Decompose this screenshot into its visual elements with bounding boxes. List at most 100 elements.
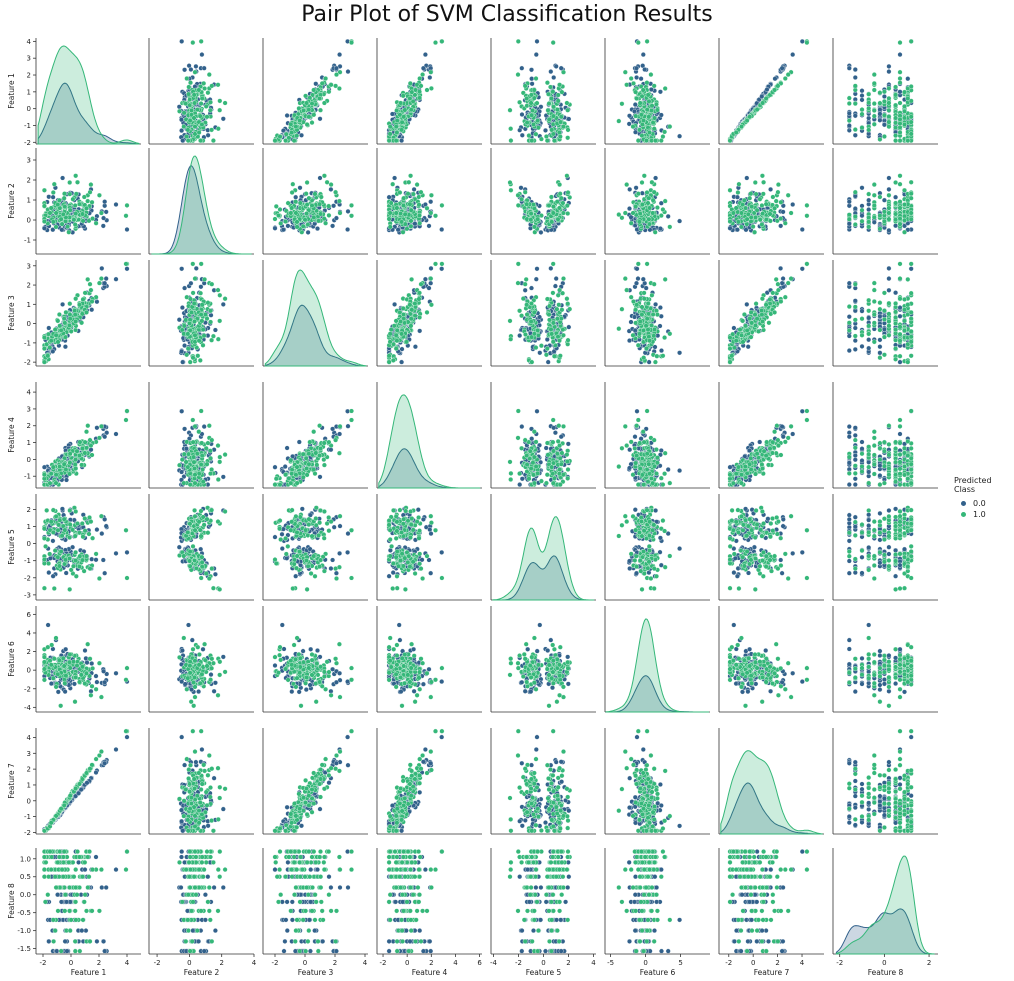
point-class-1 — [408, 173, 414, 179]
point-class-1 — [775, 182, 781, 188]
point-class-1 — [546, 116, 552, 122]
point-class-0 — [566, 116, 572, 122]
point-class-1 — [407, 201, 413, 207]
point-class-1 — [897, 138, 903, 144]
point-class-1 — [192, 339, 198, 345]
point-class-1 — [753, 191, 759, 197]
point-class-1 — [739, 124, 744, 130]
point-class-1 — [550, 204, 556, 210]
point-class-1 — [893, 125, 899, 131]
point-class-0 — [553, 63, 559, 69]
point-class-1 — [908, 84, 914, 89]
point-class-1 — [622, 69, 628, 75]
point-class-1 — [908, 131, 914, 137]
point-class-0 — [533, 52, 539, 58]
point-class-1 — [272, 138, 278, 144]
point-class-1 — [886, 205, 892, 211]
point-class-0 — [113, 202, 119, 207]
point-class-1 — [782, 76, 788, 81]
point-class-1 — [398, 100, 404, 106]
point-class-1 — [81, 194, 87, 200]
point-class-1 — [557, 82, 563, 88]
point-class-1 — [190, 290, 196, 296]
point-class-0 — [871, 219, 877, 225]
point-class-0 — [846, 123, 852, 129]
point-class-0 — [790, 52, 796, 58]
point-class-1 — [638, 112, 644, 118]
point-class-1 — [301, 108, 307, 113]
point-class-1 — [555, 98, 561, 104]
point-class-1 — [515, 280, 521, 286]
point-class-1 — [41, 219, 47, 224]
point-class-1 — [393, 332, 399, 338]
subplot-3-6 — [604, 260, 710, 367]
point-class-1 — [556, 302, 562, 308]
point-class-1 — [272, 216, 278, 222]
point-class-1 — [886, 107, 892, 113]
point-class-0 — [653, 301, 659, 307]
point-class-1 — [902, 122, 907, 127]
point-class-1 — [528, 92, 534, 98]
point-class-0 — [551, 75, 557, 80]
point-class-1 — [80, 211, 85, 217]
point-class-1 — [564, 100, 570, 106]
point-class-0 — [852, 206, 858, 212]
point-class-1 — [393, 346, 399, 352]
point-class-0 — [103, 209, 109, 215]
point-class-1 — [902, 89, 907, 95]
point-class-0 — [102, 203, 108, 209]
point-class-1 — [550, 290, 556, 296]
point-class-1 — [85, 198, 91, 204]
point-class-0 — [345, 208, 351, 214]
point-class-1 — [846, 95, 852, 101]
point-class-1 — [531, 331, 537, 337]
point-class-1 — [538, 136, 544, 142]
point-class-1 — [191, 115, 197, 121]
point-class-1 — [902, 213, 907, 219]
point-class-1 — [192, 124, 198, 130]
point-class-1 — [55, 318, 61, 324]
point-class-1 — [740, 202, 746, 208]
point-class-1 — [549, 219, 555, 225]
point-class-1 — [524, 120, 530, 126]
point-class-1 — [548, 95, 554, 101]
point-class-1 — [559, 89, 565, 95]
point-class-1 — [277, 134, 283, 140]
point-class-1 — [560, 124, 566, 130]
point-class-1 — [209, 83, 215, 89]
point-class-1 — [394, 338, 400, 344]
point-class-1 — [908, 119, 914, 125]
point-class-1 — [196, 87, 202, 93]
point-class-1 — [866, 100, 872, 106]
point-class-0 — [759, 94, 765, 99]
point-class-1 — [191, 92, 197, 98]
point-class-0 — [886, 63, 892, 69]
point-class-1 — [547, 303, 552, 309]
point-class-1 — [773, 198, 779, 204]
point-class-1 — [523, 276, 529, 282]
point-class-1 — [416, 202, 422, 208]
point-class-0 — [846, 110, 852, 116]
point-class-1 — [902, 103, 907, 109]
y-tick-label: 3 — [27, 157, 31, 165]
point-class-1 — [304, 180, 310, 185]
point-class-0 — [799, 38, 805, 44]
point-class-1 — [402, 211, 408, 217]
point-class-1 — [871, 72, 877, 78]
point-class-1 — [328, 82, 334, 88]
point-class-1 — [388, 327, 394, 333]
point-class-1 — [871, 192, 877, 198]
point-class-1 — [886, 216, 892, 222]
point-class-1 — [187, 359, 193, 365]
point-class-1 — [217, 292, 223, 298]
point-class-1 — [394, 205, 400, 211]
point-class-0 — [180, 359, 186, 365]
point-class-0 — [897, 89, 903, 95]
point-class-0 — [893, 194, 899, 200]
point-class-1 — [635, 138, 641, 144]
point-class-1 — [57, 323, 63, 329]
point-class-0 — [412, 221, 418, 227]
point-class-0 — [866, 197, 872, 203]
point-class-1 — [560, 327, 566, 333]
